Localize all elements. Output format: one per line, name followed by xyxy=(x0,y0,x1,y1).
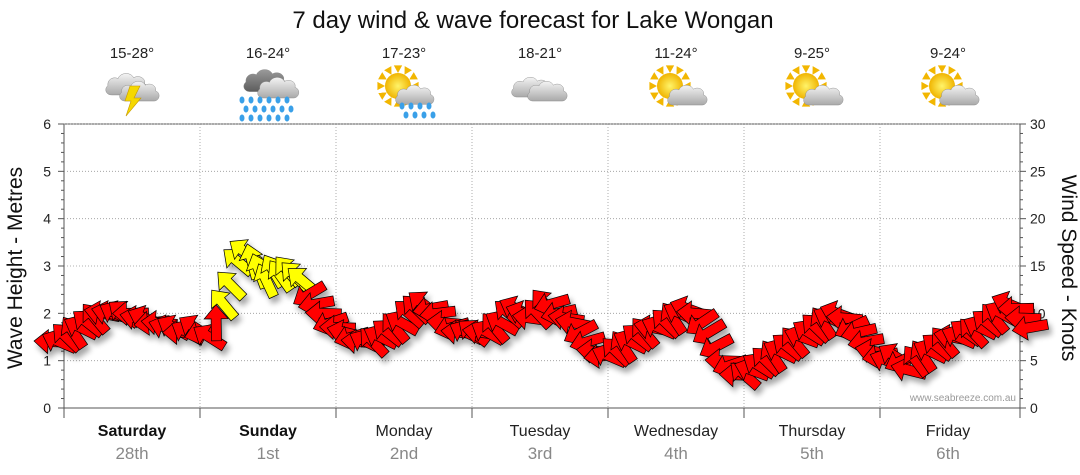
day-name-label: Wednesday xyxy=(634,423,718,440)
thunderstorm-icon xyxy=(105,73,160,117)
right-axis-title: Wind Speed - Knots xyxy=(1057,175,1080,362)
wind-arrow xyxy=(1011,315,1050,341)
day-date-label: 6th xyxy=(936,444,960,463)
day-temperature: 17-23° xyxy=(382,45,426,62)
right-tick-label: 15 xyxy=(1030,258,1046,274)
day-temperature: 9-24° xyxy=(930,45,966,62)
sun-shower-icon xyxy=(377,65,436,119)
right-axis: 051015202530 xyxy=(1030,116,1046,416)
wind-arrow xyxy=(203,304,229,342)
day-name-label: Monday xyxy=(376,423,433,440)
wind-arrow xyxy=(211,289,240,322)
left-tick-label: 6 xyxy=(43,116,51,132)
day-date-label: 1st xyxy=(257,444,280,463)
day-temperature: 18-21° xyxy=(518,45,562,62)
day-name-label: Sunday xyxy=(239,423,297,440)
weather-row: 15-28° 16-24° 17-23° 18-21° 11-24° 9-25° 9-24° xyxy=(105,45,980,122)
day-temperature: 15-28° xyxy=(110,45,154,62)
day-date-label: 28th xyxy=(115,444,148,463)
day-date-label: 5th xyxy=(800,444,824,463)
left-axis-title: Wave Height - Metres xyxy=(4,167,27,369)
day-name-label: Friday xyxy=(926,423,970,440)
partly-cloudy-icon xyxy=(785,65,844,107)
left-tick-label: 4 xyxy=(43,211,51,227)
left-tick-label: 3 xyxy=(43,258,51,274)
day-name-label: Thursday xyxy=(779,423,846,440)
wind-arrow xyxy=(217,271,248,302)
left-axis: 0 1 2 3 4 5 6 xyxy=(43,116,51,416)
day-name-label: Saturday xyxy=(98,423,167,440)
day-temperature: 9-25° xyxy=(794,45,830,62)
day-name-label: Tuesday xyxy=(510,423,571,440)
day-date-label: 3rd xyxy=(528,444,553,463)
day-labels: Saturday 28th Sunday 1st Monday 2nd Tuesday 3rd… xyxy=(98,423,970,463)
cloudy-icon xyxy=(511,76,568,102)
right-tick-label: 25 xyxy=(1030,163,1046,179)
right-tick-label: 5 xyxy=(1030,353,1038,369)
partly-cloudy-icon xyxy=(921,65,980,107)
day-date-label: 4th xyxy=(664,444,688,463)
chart-title: 7 day wind & wave forecast for Lake Wong… xyxy=(292,7,773,34)
day-date-label: 2nd xyxy=(390,444,418,463)
wind-arrow xyxy=(193,324,228,352)
left-tick-label: 5 xyxy=(43,163,51,179)
right-tick-label: 20 xyxy=(1030,211,1046,227)
day-temperature: 11-24° xyxy=(654,45,697,62)
right-tick-label: 30 xyxy=(1030,116,1046,132)
plot-grid xyxy=(58,123,1026,418)
left-tick-label: 1 xyxy=(43,353,51,369)
day-temperature: 16-24° xyxy=(246,45,290,62)
partly-cloudy-icon xyxy=(649,65,708,107)
wind-arrow xyxy=(692,318,728,346)
wind-arrow-series xyxy=(33,239,1050,391)
left-tick-label: 0 xyxy=(43,400,51,416)
watermark: www.seabreeze.com.au xyxy=(909,393,1016,404)
heavy-rain-icon xyxy=(239,69,300,122)
right-tick-label: 0 xyxy=(1030,400,1038,416)
left-tick-label: 2 xyxy=(43,305,51,321)
